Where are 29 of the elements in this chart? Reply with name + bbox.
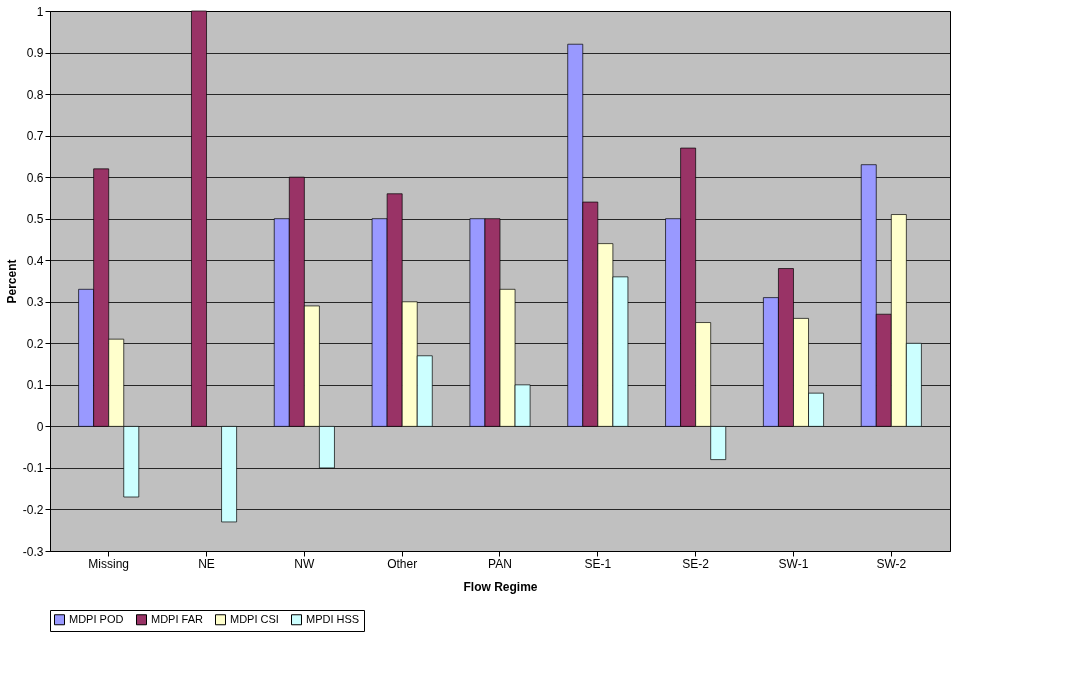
y-tick-label: 0.9: [26, 46, 44, 61]
x-tick-label: Missing: [88, 556, 130, 571]
y-tick-label: 0.2: [26, 336, 44, 351]
x-tick-label: SE-2: [682, 556, 710, 571]
legend-label: MDPI CSI: [230, 612, 279, 625]
y-tick-label: -0.2: [22, 502, 44, 517]
x-tick-label: SE-1: [584, 556, 612, 571]
y-tick-label: 0.1: [26, 378, 44, 393]
x-tick-label: SW-2: [876, 556, 907, 571]
legend-label: MDPI POD: [69, 612, 124, 625]
x-tick-label: Other: [387, 556, 418, 571]
x-axis-title: Flow Regime: [463, 579, 538, 594]
y-tick-label: 0.5: [26, 212, 44, 227]
y-tick-label: 0.8: [26, 87, 44, 102]
y-tick-label: 0.7: [26, 129, 44, 144]
x-tick-label: PAN: [488, 556, 512, 571]
y-tick-label: 0.6: [26, 170, 44, 185]
y-tick-label: 0.3: [26, 295, 44, 310]
x-tick-label: SW-1: [778, 556, 809, 571]
y-tick-label: 0.4: [26, 253, 44, 268]
legend-label: MDPI FAR: [151, 612, 204, 625]
y-tick-label: 1: [36, 4, 44, 19]
x-tick-label: NW: [294, 556, 316, 571]
y-tick-label: -0.3: [22, 544, 44, 559]
x-tick-label: NE: [198, 556, 215, 571]
y-tick-label: 0: [36, 419, 44, 434]
y-axis-title: Percent: [4, 259, 19, 304]
y-tick-label: -0.1: [22, 461, 44, 476]
legend-label: MPDI HSS: [306, 612, 360, 625]
